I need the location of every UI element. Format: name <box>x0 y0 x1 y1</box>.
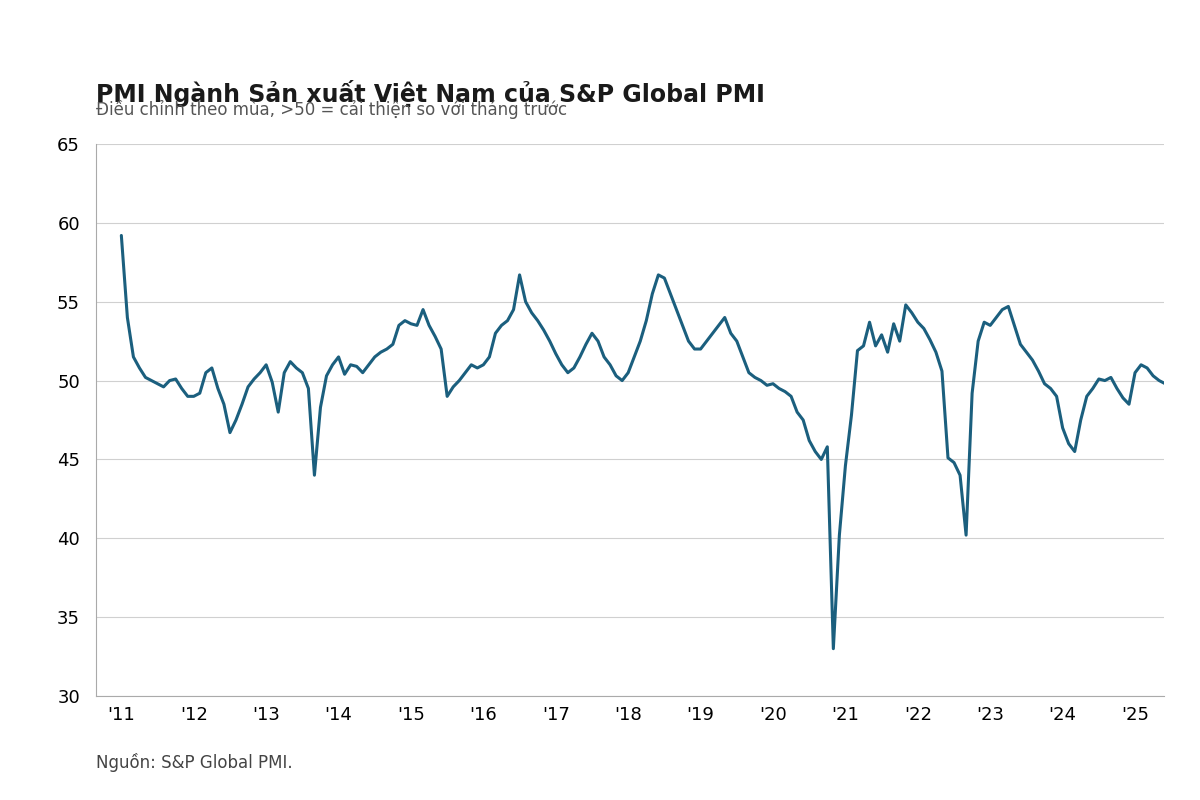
Text: Điều chỉnh theo mùa, >50 = cải thiện so với tháng trước: Điều chỉnh theo mùa, >50 = cải thiện so … <box>96 100 568 119</box>
Text: PMI Ngành Sản xuất Việt Nam của S&P Global PMI: PMI Ngành Sản xuất Việt Nam của S&P Glob… <box>96 80 764 107</box>
Text: Nguồn: S&P Global PMI.: Nguồn: S&P Global PMI. <box>96 753 293 772</box>
